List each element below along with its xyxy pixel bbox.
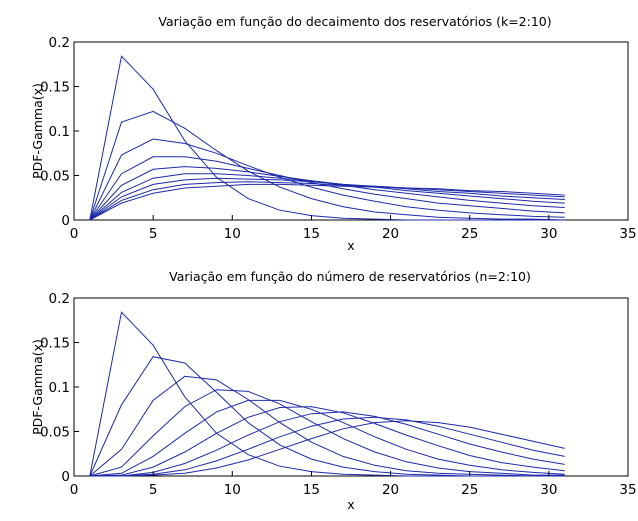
axes-box — [73, 41, 629, 221]
series-line-8 — [89, 416, 565, 477]
x-tick-label: 25 — [461, 482, 478, 498]
y-tick-label: 0 — [61, 469, 70, 485]
series-line-9 — [89, 183, 565, 221]
x-tick-label: 5 — [149, 226, 158, 242]
y-axis-label: PDF-Gamma(x) — [30, 339, 45, 435]
x-tick-label: 30 — [540, 482, 557, 498]
y-tick-label: 0.05 — [40, 169, 70, 185]
x-axis-label: x — [347, 238, 354, 253]
series-line-2 — [89, 356, 565, 477]
y-tick-label: 0 — [61, 213, 70, 229]
series-line-3 — [89, 138, 565, 221]
series-line-2 — [89, 110, 565, 221]
y-tick-group: 0 0.05 0.1 0.15 0.2 — [40, 291, 79, 485]
x-tick-label: 35 — [619, 226, 636, 242]
series-line-4 — [89, 389, 565, 477]
y-tick-label: 0.2 — [49, 291, 70, 307]
series-line-7 — [89, 177, 565, 221]
series-line-6 — [89, 406, 565, 477]
chart-bottom: Variação em função do número de reservat… — [30, 269, 637, 512]
y-tick-label: 0.05 — [40, 425, 70, 441]
series-line-5 — [89, 399, 565, 477]
x-tick-label: 15 — [303, 482, 320, 498]
y-tick-label: 0.2 — [49, 35, 70, 51]
axes-box — [73, 297, 629, 477]
x-tick-label: 25 — [461, 226, 478, 242]
x-tick-group: 0 5 10 15 20 25 30 35 — [70, 471, 637, 498]
y-tick-group: 0 0.05 0.1 0.15 0.2 — [40, 35, 79, 229]
x-tick-label: 10 — [224, 226, 241, 242]
x-tick-label: 10 — [224, 482, 241, 498]
series-line-3 — [89, 375, 565, 477]
x-tick-label: 35 — [619, 482, 636, 498]
y-tick-label: 0.1 — [49, 124, 70, 140]
series-line-9 — [89, 420, 565, 477]
chart-title: Variação em função do número de reservat… — [169, 269, 531, 284]
x-axis-label: x — [347, 497, 354, 512]
series-layer — [89, 311, 565, 477]
x-tick-label: 0 — [70, 226, 79, 242]
x-tick-group: 0 5 10 15 20 25 30 35 — [70, 215, 637, 242]
x-tick-label: 5 — [149, 482, 158, 498]
y-tick-label: 0.15 — [40, 336, 70, 352]
series-line-1 — [89, 55, 565, 221]
x-tick-label: 20 — [382, 226, 399, 242]
chart-title: Variação em função do decaimento dos res… — [158, 14, 551, 29]
series-line-7 — [89, 411, 565, 477]
x-tick-label: 0 — [70, 482, 79, 498]
y-tick-label: 0.15 — [40, 80, 70, 96]
x-tick-label: 30 — [540, 226, 557, 242]
chart-top: Variação em função do decaimento dos res… — [30, 14, 637, 253]
series-line-8 — [89, 181, 565, 221]
series-layer — [89, 55, 565, 221]
x-tick-label: 15 — [303, 226, 320, 242]
x-tick-label: 20 — [382, 482, 399, 498]
y-axis-label: PDF-Gamma(x) — [30, 83, 45, 179]
y-tick-label: 0.1 — [49, 380, 70, 396]
